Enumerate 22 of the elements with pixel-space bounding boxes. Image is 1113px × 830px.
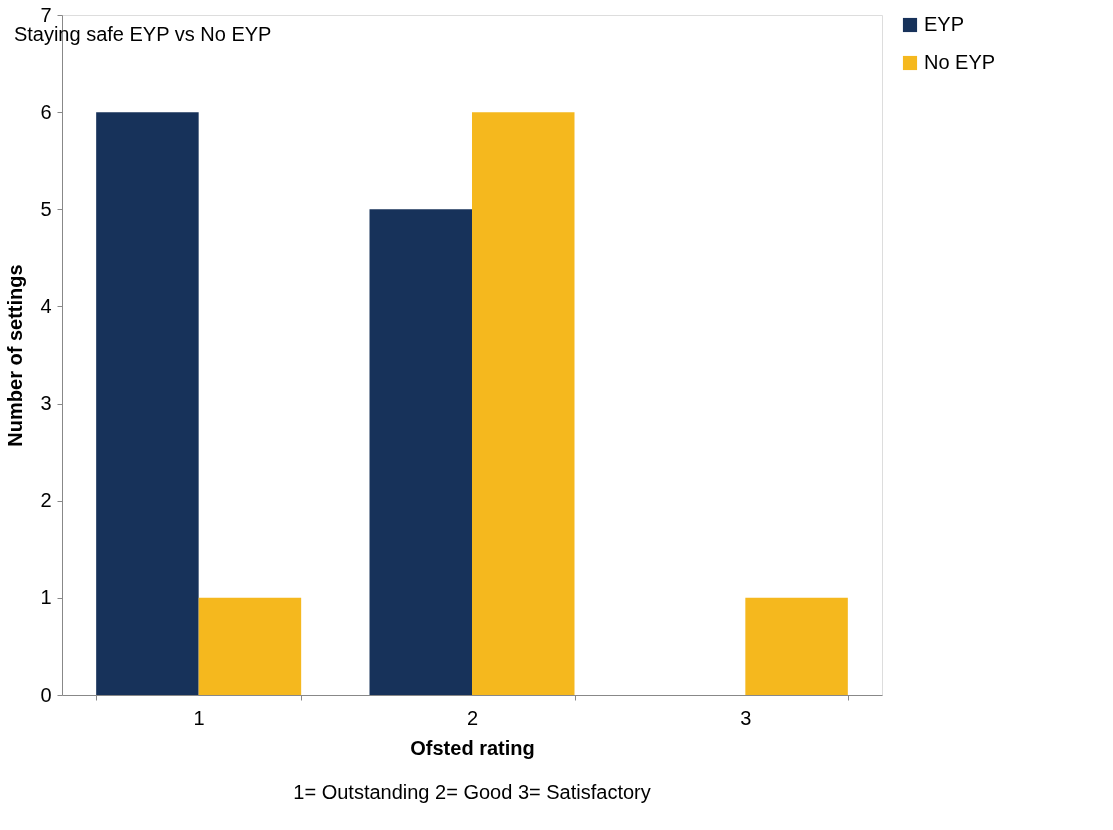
legend-label: EYP <box>924 13 965 35</box>
legend-label: No EYP <box>924 51 996 73</box>
bar <box>369 209 472 695</box>
y-tick-label: 3 <box>40 392 52 415</box>
bar <box>745 597 848 695</box>
x-tick-label: 3 <box>740 706 752 729</box>
x-axis-title: Ofsted rating <box>410 736 535 759</box>
bar <box>96 112 199 695</box>
bar <box>198 597 302 695</box>
chart-title: Staying safe EYP vs No EYP <box>13 23 272 45</box>
y-tick-label: 4 <box>40 294 52 317</box>
y-tick-label: 6 <box>40 100 52 123</box>
bar <box>472 112 575 695</box>
x-tick-label: 1 <box>193 706 205 729</box>
y-tick-label: 1 <box>40 586 52 609</box>
y-axis-title: Number of settings <box>4 264 27 447</box>
y-tick-label: 7 <box>40 3 52 26</box>
y-tick-label: 0 <box>40 683 52 706</box>
text: 1= Outstanding 2= Good 3= Satisfactory <box>293 781 651 803</box>
y-tick-label: 2 <box>40 489 52 512</box>
y-tick-label: 5 <box>40 197 52 220</box>
x-tick-label: 2 <box>466 706 479 729</box>
